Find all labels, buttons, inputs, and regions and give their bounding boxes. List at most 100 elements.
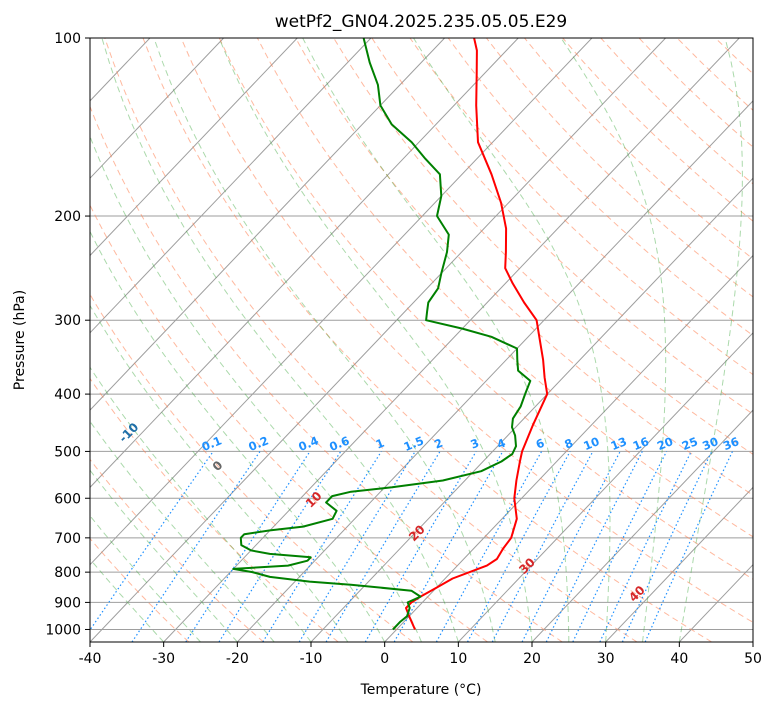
isotherm-line: [90, 38, 372, 334]
mixing-ratio-line: [262, 451, 382, 642]
dry-adiabat-line: [524, 38, 753, 260]
temperature-profile: [405, 38, 549, 630]
x-tick-label: -10: [300, 651, 323, 667]
mixing-ratio-line: [572, 451, 668, 642]
moist-adiabat-line: [302, 38, 570, 642]
x-tick-label: 30: [597, 651, 615, 667]
profile-lines: [232, 38, 549, 631]
isotherm-line: [457, 332, 753, 642]
x-tick-label: 10: [449, 651, 467, 667]
moist-adiabat-line: [90, 304, 349, 642]
dry-adiabat-line: [562, 38, 753, 222]
y-tick-label: 300: [54, 313, 81, 329]
mixing-ratio-label: 2: [432, 436, 445, 452]
moist-adiabat-line: [678, 38, 743, 642]
dry-adiabat-line: [714, 38, 753, 75]
x-tick-label: -20: [226, 651, 249, 667]
isotherm-line: [90, 38, 666, 642]
isotherm-line: [90, 38, 224, 179]
y-tick-label: 100: [54, 31, 81, 47]
isotherm-line: [384, 254, 753, 642]
isotherm-line: [90, 38, 593, 566]
mixing-ratio-line: [545, 451, 643, 642]
mixing-ratio-line: [131, 451, 261, 642]
moist-adiabat-line: [413, 38, 611, 642]
mixing-ratio-label: 30: [700, 434, 720, 453]
dry-adiabat-label: 20: [406, 522, 428, 544]
mixing-ratio-label: 3: [468, 436, 481, 452]
moist-adiabat-line: [90, 230, 386, 642]
mixing-ratio-line: [325, 451, 441, 642]
y-tick-label: 600: [54, 491, 81, 507]
mixing-ratio-line: [644, 451, 734, 642]
mixing-ratio-label: 13: [609, 434, 629, 453]
moist-adiabat-line: [101, 38, 459, 642]
moist-adiabat-line: [90, 514, 201, 642]
mixing-ratio-label: 36: [721, 434, 741, 453]
y-tick-label: 1000: [45, 622, 81, 638]
dry-adiabat-line: [90, 293, 414, 642]
isotherm-line: [163, 38, 740, 642]
isotherm-line: [90, 38, 298, 257]
y-tick-label: 800: [54, 565, 81, 581]
moist-adiabat-line: [90, 366, 312, 642]
dry-adiabat-line: [486, 38, 753, 298]
y-tick-label: 900: [54, 595, 81, 611]
mixing-ratio-line: [466, 451, 571, 642]
line-labels: 0.10.20.40.611.52346810131620253036-100-…: [116, 420, 741, 605]
mixing-ratio-label: 20: [655, 434, 675, 453]
dry-adiabat-line: [90, 458, 264, 642]
dry-adiabat-line: [638, 38, 753, 148]
plot-frame: [89, 37, 754, 643]
dry-adiabat-line: [180, 38, 753, 623]
moist-adiabat-line: [560, 38, 667, 642]
moist-adiabat-line: [90, 469, 238, 642]
y-tick-label: 400: [54, 387, 81, 403]
x-axis-label: Temperature (°C): [360, 682, 482, 698]
mixing-ratio-label: 16: [631, 434, 651, 453]
isotherm-line: [0, 38, 3, 642]
moist-adiabat-line: [218, 38, 533, 642]
dry-adiabat-line: [90, 537, 190, 642]
y-tick-label: 200: [54, 209, 81, 225]
mixing-ratio-label: 25: [680, 434, 700, 453]
isotherm-line: [236, 100, 753, 642]
mixing-ratio-label: 10: [581, 434, 601, 453]
mixing-ratio-line: [90, 451, 214, 632]
moist-adiabat-line: [153, 38, 496, 642]
mixing-ratio-label: 0.6: [327, 433, 351, 454]
dry-adiabat-label: -10: [116, 420, 141, 445]
mixing-ratio-line: [185, 451, 311, 642]
dry-adiabat-line: [754, 38, 775, 642]
moist-adiabat-line: [90, 135, 422, 642]
mixing-ratio-line: [393, 451, 504, 642]
dewpoint-profile: [232, 38, 532, 631]
axis-ticks: -40 -30 -20 -10 0 10 20 30 40 50 100 200 300 400 500 60…: [45, 31, 762, 667]
mixing-ratio-line: [298, 451, 416, 642]
mixing-ratio-line: [364, 451, 477, 642]
x-tick-label: 20: [523, 651, 541, 667]
plot-area: 0.10.20.40.611.52346810131620253036-100-…: [0, 38, 775, 642]
dry-adiabat-line: [371, 38, 753, 415]
isotherm-line: [90, 38, 519, 489]
dry-adiabat-line: [295, 38, 753, 496]
isotherm-line: [90, 38, 445, 411]
dry-adiabat-line: [218, 38, 753, 580]
background-lines: [0, 38, 775, 642]
moist-adiabat-line: [90, 420, 275, 642]
y-tick-label: 700: [54, 531, 81, 547]
dry-adiabat-line: [104, 38, 638, 642]
chart-title: wetPf2_GN04.2025.235.05.05.E29: [275, 12, 567, 32]
dry-adiabat-line: [90, 105, 563, 642]
dry-adiabat-line: [409, 38, 753, 376]
y-axis-label: Pressure (hPa): [12, 290, 28, 390]
dry-adiabat-line: [142, 38, 712, 642]
mixing-ratio-line: [521, 451, 621, 642]
mixing-ratio-line: [599, 451, 692, 642]
mixing-ratio-line: [218, 451, 342, 642]
x-tick-label: -40: [79, 651, 102, 667]
dry-adiabat-line: [600, 38, 753, 185]
x-tick-label: 50: [744, 651, 762, 667]
dry-adiabat-line: [447, 38, 753, 337]
